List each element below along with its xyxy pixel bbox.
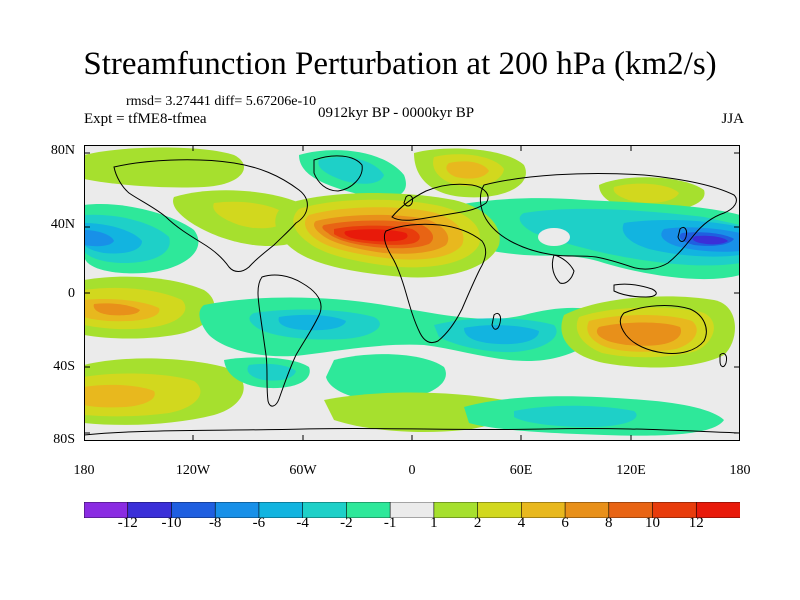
hole-tibet	[538, 228, 570, 246]
lon-label-120e: 120E	[616, 463, 646, 478]
plot-title: Streamfunction Perturbation at 200 hPa (…	[83, 46, 717, 82]
colorbar-label: -6	[252, 515, 266, 531]
coast-greenland	[313, 155, 363, 192]
colorbar-label: -8	[208, 515, 222, 531]
lon-label-60w: 60W	[289, 463, 317, 478]
lat-label-40n: 40N	[50, 217, 75, 232]
contour-arctic-pacific-pos	[84, 147, 244, 188]
coast-south-america	[257, 274, 322, 407]
streamfunction-map	[84, 145, 740, 441]
colorbar-label: 6	[561, 515, 569, 531]
lat-label-40s: 40S	[53, 359, 75, 374]
contour-aus-pos-4	[596, 322, 682, 346]
lat-label-80s: 80S	[53, 432, 75, 447]
lon-label-60e: 60E	[509, 463, 533, 478]
colorbar-label: -1	[383, 515, 397, 531]
colorbar-swatch	[564, 502, 610, 518]
colorbar-swatch	[433, 502, 479, 518]
contour-arctic-asia-pos-2	[613, 183, 679, 203]
lon-label-0: 0	[408, 463, 416, 478]
period-label: 0912kyr BP - 0000kyr BP	[318, 105, 475, 121]
lon-label-180e: 180	[729, 463, 751, 478]
colorbar-swatch	[477, 502, 523, 518]
lat-label-0: 0	[68, 286, 75, 301]
contour-wpac-neg-6	[692, 235, 728, 245]
contour-epac-neg-4	[84, 230, 114, 247]
lon-label-180w: 180	[73, 463, 95, 478]
colorbar-label: 2	[473, 515, 482, 531]
map-ticks	[84, 145, 740, 441]
coast-madagascar	[491, 312, 501, 330]
contour-s-indian-neg-2	[514, 405, 637, 427]
lon-label-120w: 120W	[175, 463, 211, 478]
coast-indonesia	[613, 283, 657, 298]
lat-label-80n: 80N	[50, 143, 75, 158]
season-label: JJA	[721, 111, 744, 127]
contour-s-atl-neg	[326, 354, 446, 401]
colorbar-label: 12	[688, 515, 704, 531]
coast-india	[551, 254, 575, 284]
colorbar-label: -2	[340, 515, 353, 531]
contour-spac-pos-4	[93, 303, 140, 316]
contour-south-pacific-neg-2	[247, 363, 296, 381]
coast-uk	[403, 194, 413, 207]
coast-asia	[479, 172, 737, 270]
colorbar-swatch	[389, 502, 435, 518]
coast-europe	[391, 183, 489, 221]
contour-arctic-canada-neg-2	[318, 157, 384, 184]
colorbar-swatch	[695, 502, 740, 518]
contour-namerica-pos-2	[213, 201, 289, 229]
contour-s-pacific-pos-3	[84, 384, 155, 408]
colorbar-label: 10	[645, 515, 661, 531]
contour-s-atl-pos	[324, 392, 512, 432]
coast-africa	[383, 223, 487, 344]
colorbar-swatch	[521, 502, 566, 518]
colorbar-label: 8	[605, 515, 613, 531]
contour-indian-neg-2	[464, 325, 539, 345]
contour-sahara-pos-7	[344, 229, 408, 242]
colorbar-label: 1	[430, 515, 438, 531]
coast-australia	[619, 305, 707, 354]
contour-samerica-neg-3	[278, 314, 346, 331]
coast-antarctica	[84, 427, 740, 436]
coastlines	[84, 155, 740, 436]
colorbar-label: -12	[117, 515, 138, 531]
experiment-label: Expt = tfME8-tfmea	[84, 111, 207, 127]
colorbar-label: -10	[161, 515, 182, 531]
contour-arctic-europe-pos-3	[446, 161, 489, 179]
coast-japan	[677, 226, 687, 242]
colorbar-label: 4	[517, 515, 526, 531]
colorbar	[84, 502, 740, 518]
colorbar-label: -4	[296, 515, 309, 531]
stats-line: rmsd= 3.27441 diff= 5.67206e-10	[126, 94, 317, 109]
coast-new-zealand	[719, 352, 727, 368]
coast-north-america	[113, 159, 308, 272]
